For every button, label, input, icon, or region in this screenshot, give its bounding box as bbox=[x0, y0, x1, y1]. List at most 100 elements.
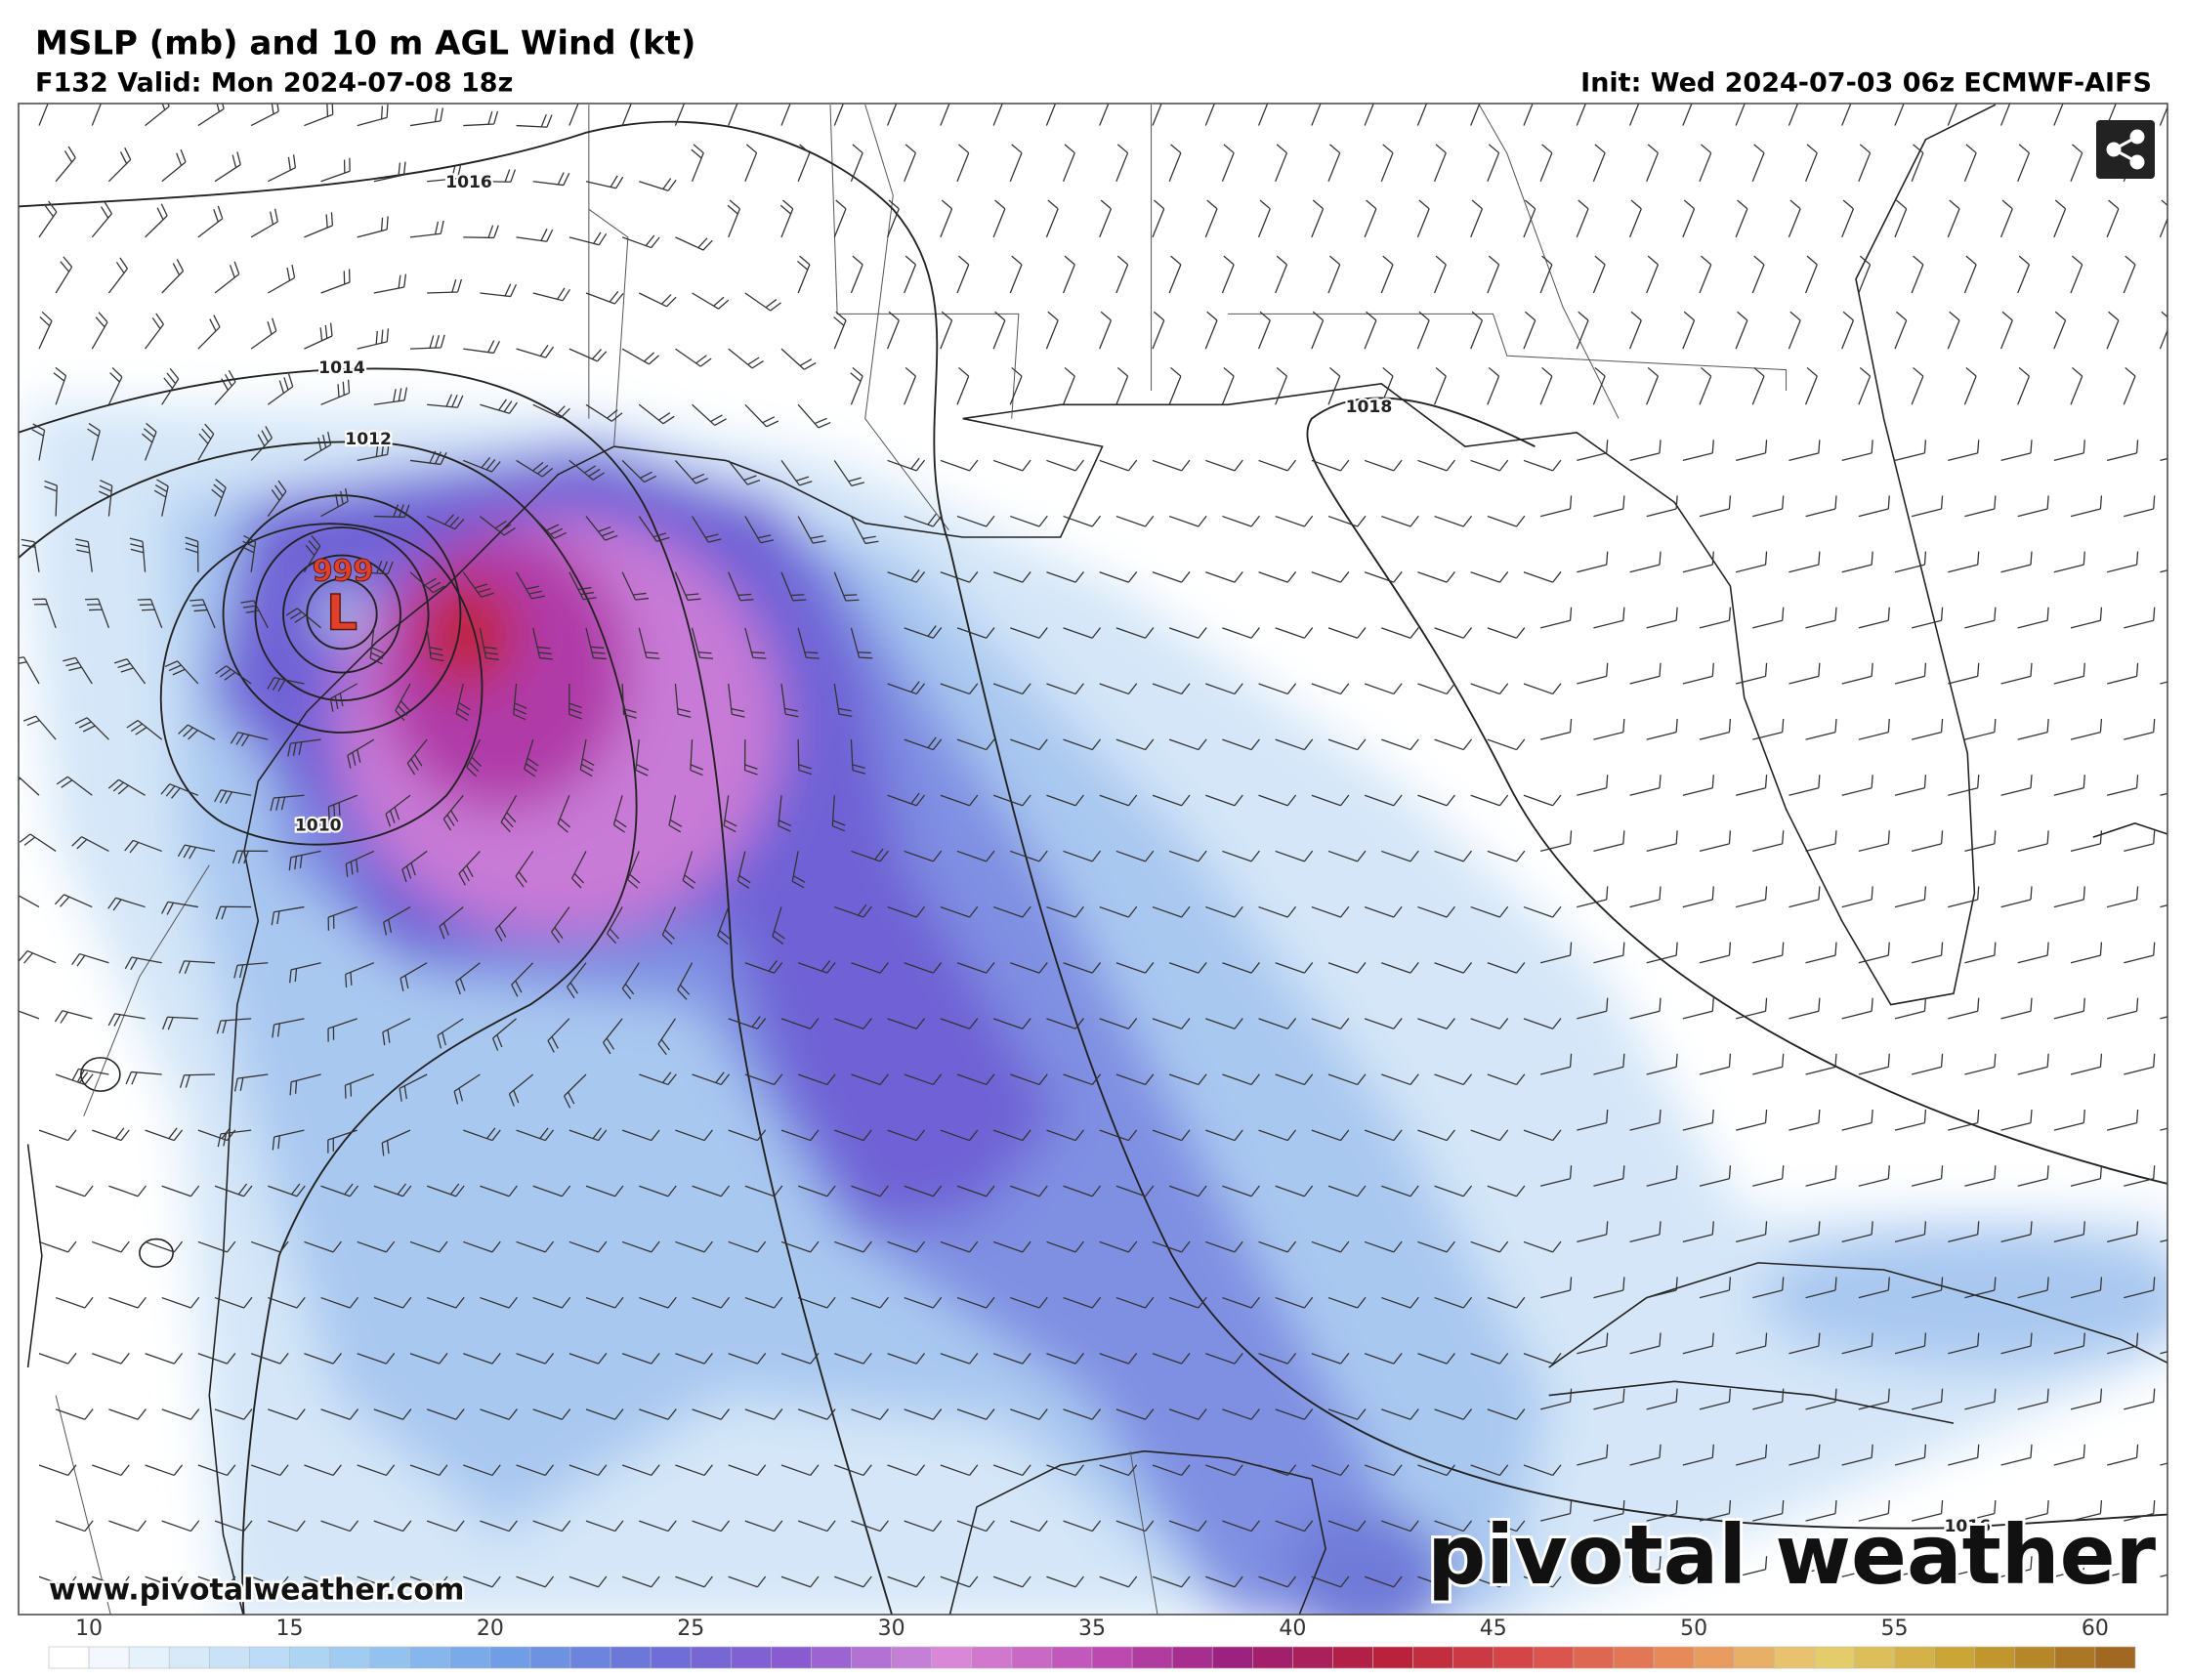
colorbar-cell bbox=[2054, 1646, 2096, 1669]
wind-barb bbox=[723, 795, 737, 833]
wind-barb bbox=[1487, 627, 1526, 639]
wind-barb bbox=[233, 1073, 269, 1092]
wind-barb bbox=[728, 1575, 767, 1588]
wind-barb bbox=[2017, 1277, 2049, 1299]
wind-barb bbox=[1046, 1240, 1084, 1253]
wind-barb bbox=[1752, 1277, 1785, 1299]
wind-barb bbox=[1894, 1556, 1927, 1577]
wind-barb bbox=[557, 795, 570, 833]
wind-barb bbox=[125, 1071, 162, 1085]
wind-barb bbox=[638, 627, 660, 659]
colorbar-cell bbox=[329, 1646, 370, 1669]
wind-barb bbox=[780, 104, 791, 126]
wind-barb bbox=[2053, 662, 2085, 685]
colorbar-cell bbox=[1573, 1646, 1615, 1669]
wind-barb bbox=[904, 144, 917, 182]
wind-barb bbox=[1327, 1408, 1367, 1420]
wind-barb bbox=[1577, 1556, 1609, 1577]
wind-barb bbox=[1487, 962, 1526, 974]
colorbar-cell bbox=[1211, 1646, 1253, 1669]
wind-barb bbox=[327, 1129, 358, 1154]
share-button[interactable] bbox=[2096, 120, 2155, 179]
wind-barb bbox=[233, 962, 269, 979]
wind-barb bbox=[2106, 662, 2139, 685]
wind-barb bbox=[107, 1013, 146, 1028]
wind-barb bbox=[1592, 366, 1606, 405]
wind-barb bbox=[1417, 905, 1455, 918]
wind-barb bbox=[1417, 1240, 1455, 1253]
wind-barb bbox=[71, 836, 109, 852]
wind-barb bbox=[956, 1408, 995, 1420]
wind-barb bbox=[1963, 255, 1977, 294]
wind-barb bbox=[639, 1408, 677, 1420]
wind-barb bbox=[1735, 1444, 1768, 1466]
wind-barb bbox=[145, 1575, 184, 1588]
wind-barb bbox=[1222, 1408, 1260, 1420]
wind-barb bbox=[1752, 1388, 1785, 1410]
wind-barb bbox=[1964, 1165, 1997, 1187]
wind-barb bbox=[1735, 440, 1768, 462]
wind-barb bbox=[357, 441, 390, 462]
wind-barb bbox=[1523, 1575, 1562, 1588]
wind-barb bbox=[1805, 1053, 1837, 1075]
wind-barb bbox=[250, 1575, 289, 1588]
wind-barb bbox=[1168, 255, 1182, 294]
wind-barb bbox=[1911, 1277, 1944, 1299]
wind-barb bbox=[38, 200, 58, 238]
wind-barb bbox=[1381, 738, 1419, 751]
wind-barb bbox=[1699, 942, 1732, 964]
wind-barb bbox=[347, 738, 375, 769]
wind-barb bbox=[1539, 830, 1573, 853]
wind-barb bbox=[214, 1183, 253, 1197]
share-icon[interactable] bbox=[2106, 129, 2145, 170]
wind-barb bbox=[568, 348, 608, 362]
wind-barb bbox=[320, 1183, 359, 1197]
wind-barb bbox=[1327, 1520, 1367, 1533]
wind-barb bbox=[240, 600, 269, 629]
wind-barb bbox=[145, 1240, 184, 1253]
wind-barb bbox=[71, 952, 109, 967]
wind-barb bbox=[675, 1464, 713, 1477]
wind-barb bbox=[797, 255, 811, 294]
wind-barb bbox=[791, 851, 806, 889]
wind-barb bbox=[1751, 366, 1765, 405]
wind-barb bbox=[886, 199, 900, 238]
wind-barb bbox=[1470, 905, 1509, 918]
wind-barb bbox=[1434, 1408, 1473, 1420]
wind-barb bbox=[1735, 775, 1768, 796]
wind-barb bbox=[1629, 1444, 1662, 1466]
wind-barb bbox=[568, 1240, 608, 1253]
wind-barb bbox=[1593, 1277, 1625, 1299]
wind-barb bbox=[1205, 459, 1243, 472]
wind-barb bbox=[56, 776, 93, 796]
wind-barb bbox=[1487, 1073, 1526, 1086]
wind-barb bbox=[1841, 1444, 1873, 1466]
wind-barb bbox=[956, 738, 995, 751]
wind-barb bbox=[1099, 1240, 1138, 1253]
wind-barb bbox=[1009, 144, 1023, 182]
wind-barb bbox=[992, 1018, 1031, 1029]
wind-barb bbox=[267, 480, 287, 517]
colorbar-cell bbox=[1412, 1646, 1453, 1669]
wind-barb bbox=[780, 1018, 820, 1029]
wind-barb bbox=[401, 850, 428, 883]
wind-barb bbox=[744, 1408, 783, 1420]
wind-barb bbox=[1646, 144, 1660, 182]
wind-barb bbox=[1858, 495, 1890, 518]
wind-barb bbox=[99, 480, 113, 517]
wind-barb bbox=[1805, 1499, 1837, 1522]
wind-barb bbox=[780, 683, 799, 718]
wind-barb bbox=[1841, 311, 1855, 350]
wind-barb bbox=[124, 956, 162, 971]
wind-barb bbox=[834, 1353, 872, 1365]
wind-barb bbox=[54, 1010, 93, 1024]
wind-barb bbox=[145, 203, 168, 238]
wind-barb bbox=[409, 1240, 448, 1253]
share-button-bg[interactable] bbox=[2096, 120, 2155, 179]
wind-barb bbox=[797, 739, 813, 776]
wind-barb bbox=[271, 905, 305, 926]
wind-barb bbox=[992, 199, 1006, 238]
wind-barb bbox=[1911, 718, 1944, 740]
wind-barb bbox=[1434, 962, 1473, 974]
